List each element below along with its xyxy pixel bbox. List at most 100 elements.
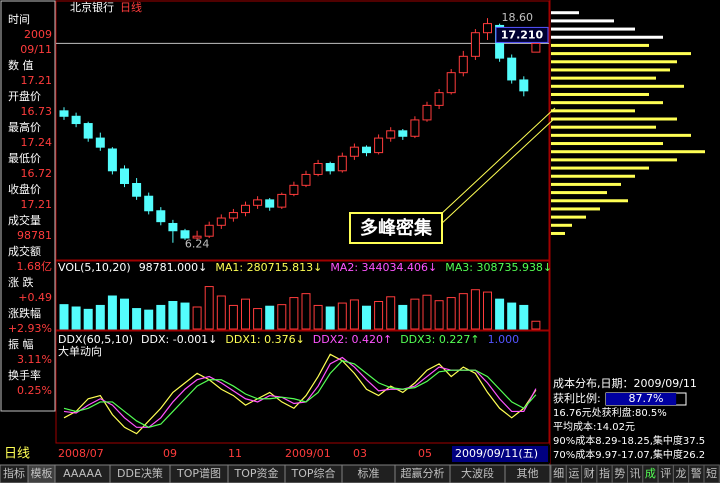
date-label: 2009/01 <box>285 447 331 460</box>
side-tab-label[interactable]: 龙 <box>676 467 687 480</box>
volume-bar <box>386 296 396 330</box>
volume-bar <box>325 306 335 330</box>
volume-bar <box>253 308 263 330</box>
ddx-subtitle: 大单动向 <box>58 344 102 358</box>
tab-label[interactable]: TOP资金 <box>233 466 278 480</box>
tab-label[interactable]: 其他 <box>517 467 539 480</box>
volume-bar <box>144 309 154 330</box>
tab-label[interactable]: TOP谱图 <box>176 466 221 480</box>
info-label: 成交量 <box>8 213 41 227</box>
callout-text: 多峰密集 <box>360 217 433 239</box>
info-label: 收盘价 <box>8 182 41 196</box>
info-value: 16.73 <box>21 105 53 118</box>
chip-bar <box>551 158 677 162</box>
tab-label[interactable]: 指标 <box>3 466 25 480</box>
side-tab-label[interactable]: 势 <box>614 467 625 480</box>
candle-body <box>531 42 541 53</box>
side-tab-label[interactable]: 警 <box>691 466 702 480</box>
tab-label[interactable]: 模板 <box>31 466 53 480</box>
candle-body <box>241 204 250 214</box>
candle-body <box>289 184 299 195</box>
tab-label[interactable]: TOP综合 <box>290 466 335 480</box>
side-tab-label[interactable]: 成 <box>645 467 656 480</box>
candle-body <box>192 235 202 239</box>
info-value: +0.49 <box>18 291 52 304</box>
volume-bar <box>410 298 420 330</box>
current-date-box <box>452 446 548 462</box>
tab-label[interactable]: AAAAA <box>63 467 102 480</box>
volume-bar <box>337 302 347 330</box>
info-label: 开盘价 <box>8 89 41 103</box>
candle-body <box>144 195 154 212</box>
chip-bar <box>551 19 614 23</box>
chip-bar <box>551 43 649 47</box>
chip-bar <box>551 150 705 154</box>
date-label: 2009/09/11(五) <box>455 447 538 460</box>
volume-bar <box>483 291 492 330</box>
tab[interactable] <box>504 464 551 483</box>
candle-body <box>277 193 287 208</box>
candle-body <box>374 137 384 154</box>
side-tab-label[interactable]: 指 <box>599 466 610 480</box>
candle-body <box>519 79 529 92</box>
chip-line: 平均成本:14.02元 <box>553 420 635 433</box>
info-value: +2.93% <box>8 322 52 335</box>
volume-bar <box>204 286 214 330</box>
side-tab-label[interactable]: 短 <box>706 466 717 480</box>
candle-body <box>410 119 420 137</box>
volume-bar <box>349 299 359 330</box>
chip-title: 成本分布,日期：2009/09/11 <box>553 376 697 390</box>
chip-bar <box>551 215 586 219</box>
panel-header: DDX(60,5,10) <box>58 333 133 346</box>
candle-body <box>434 92 444 106</box>
chip-bar <box>551 52 691 56</box>
panel-header: 1.000 <box>488 333 520 346</box>
volume-bar <box>398 304 408 330</box>
volume-bar <box>531 320 541 330</box>
chip-line: 90%成本8.29-18.25,集中度37.5 <box>553 434 705 447</box>
volume-bar <box>507 302 517 330</box>
info-value: 17.24 <box>21 136 53 149</box>
info-label: 振 幅 <box>8 337 34 351</box>
side-tab-label[interactable]: 讯 <box>630 467 641 480</box>
info-value: 1.68亿 <box>17 260 53 273</box>
chip-bar <box>551 223 572 227</box>
volume-bar <box>422 294 432 330</box>
side-tab-label[interactable]: 评 <box>660 467 671 480</box>
chip-line: 16.76元处获利盘:80.5% <box>553 406 667 419</box>
info-label: 最低价 <box>8 152 41 165</box>
panel-header: MA2: 344034.406↓ <box>330 261 437 274</box>
candle-body <box>71 115 81 125</box>
side-tab-label[interactable]: 财 <box>584 466 595 480</box>
chip-bar <box>551 76 656 80</box>
info-value: 3.11% <box>17 353 52 366</box>
last-price-box <box>495 26 549 43</box>
profit-value: 87.7% <box>629 392 664 405</box>
side-tab-label[interactable]: 细 <box>553 467 564 480</box>
tab-label[interactable]: 标准 <box>358 466 380 480</box>
chip-bar <box>551 199 628 203</box>
panel-header: MA3: 308735.938↓ <box>445 261 552 274</box>
volume-bar <box>265 305 275 330</box>
candle-body <box>253 199 263 206</box>
chip-bar <box>551 142 663 146</box>
candle-body <box>483 23 492 34</box>
candle-body <box>228 212 238 219</box>
tab-label[interactable]: 大波段 <box>461 466 494 480</box>
tab-label[interactable]: 超赢分析 <box>401 466 445 480</box>
candle-body <box>301 173 311 186</box>
volume-bar <box>374 301 384 330</box>
candle-body <box>325 163 335 172</box>
candle-body <box>132 183 142 197</box>
chip-bar <box>551 133 691 137</box>
side-tab-label[interactable]: 运 <box>568 467 579 480</box>
chip-bar <box>551 11 579 15</box>
side-tab[interactable] <box>703 464 720 483</box>
volume-bar <box>95 304 105 330</box>
volume-bar <box>446 297 456 330</box>
tab-label[interactable]: DDE决策 <box>117 466 163 480</box>
date-label: 09 <box>163 447 177 460</box>
candle-body <box>470 32 480 57</box>
candle-body <box>422 104 432 121</box>
volume-bar <box>132 308 142 330</box>
